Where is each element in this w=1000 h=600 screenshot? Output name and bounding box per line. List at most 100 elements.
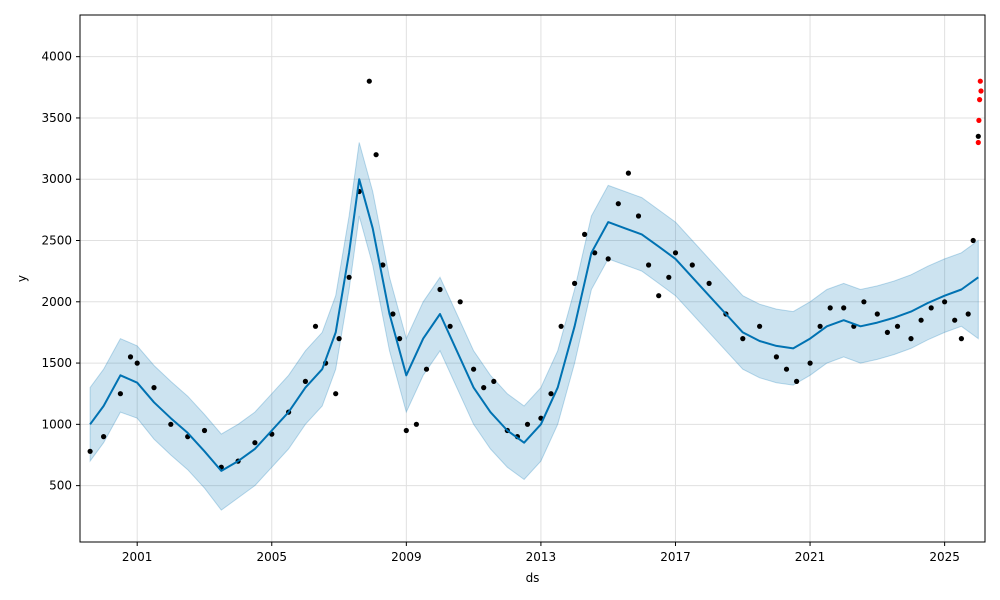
uncertainty-interval bbox=[89, 142, 979, 511]
y-axis: 500 1000 1500 2000 2500 3000 3500 4000 bbox=[41, 50, 80, 493]
x-axis: 2001 2005 2009 2013 2017 2021 2025 bbox=[122, 542, 960, 564]
outlier-point bbox=[976, 117, 982, 123]
observed-point bbox=[689, 262, 695, 268]
observed-point bbox=[403, 427, 409, 434]
observed-point bbox=[740, 336, 746, 342]
observed-point bbox=[794, 378, 800, 384]
observed-point bbox=[592, 250, 598, 256]
plot-frame bbox=[79, 14, 986, 543]
observed-point bbox=[548, 391, 554, 397]
observed-point bbox=[706, 280, 712, 286]
x-axis-label: ds bbox=[526, 571, 540, 585]
observed-point bbox=[656, 293, 662, 299]
observed-point bbox=[101, 434, 107, 440]
observed-point bbox=[861, 299, 867, 305]
observed-point bbox=[201, 427, 208, 434]
observed-point bbox=[874, 311, 880, 317]
observed-point bbox=[615, 201, 621, 207]
grid bbox=[80, 15, 985, 542]
observed-point bbox=[373, 152, 379, 158]
observed-point bbox=[841, 305, 847, 311]
observed-point bbox=[807, 360, 813, 366]
observed-point bbox=[646, 262, 652, 268]
observed-point bbox=[582, 231, 588, 237]
observed-point bbox=[397, 336, 403, 342]
observed-point bbox=[117, 391, 123, 397]
y-tick-label: 2000 bbox=[41, 295, 72, 309]
x-tick-label: 2017 bbox=[660, 550, 691, 564]
outlier-point bbox=[977, 78, 983, 84]
observed-point bbox=[672, 250, 679, 256]
observed-point bbox=[151, 385, 157, 391]
observed-point bbox=[346, 274, 352, 280]
outlier-points bbox=[975, 78, 984, 146]
observed-point bbox=[380, 262, 386, 268]
observed-point bbox=[447, 323, 453, 329]
observed-point bbox=[975, 133, 981, 139]
x-tick-label: 2009 bbox=[391, 550, 422, 564]
y-tick-label: 2500 bbox=[41, 234, 72, 248]
observed-point bbox=[958, 336, 965, 342]
y-tick-label: 3500 bbox=[41, 111, 72, 125]
observed-point bbox=[783, 366, 790, 372]
uncertainty-band bbox=[89, 142, 979, 511]
x-tick-label: 2021 bbox=[795, 550, 826, 564]
x-tick-label: 2025 bbox=[929, 550, 960, 564]
forecast-yhat-line bbox=[89, 178, 979, 472]
observed-points bbox=[87, 78, 981, 470]
observed-point bbox=[605, 256, 611, 262]
observed-point bbox=[87, 448, 93, 454]
x-tick-label: 2013 bbox=[526, 550, 557, 564]
observed-point bbox=[817, 323, 823, 329]
observed-point bbox=[625, 170, 632, 176]
outlier-point bbox=[975, 139, 981, 146]
observed-point bbox=[666, 274, 672, 280]
x-tick-label: 2001 bbox=[122, 550, 153, 564]
observed-point bbox=[437, 286, 443, 293]
observed-point bbox=[558, 323, 564, 329]
observed-point bbox=[942, 299, 948, 305]
observed-point bbox=[312, 323, 319, 329]
observed-point bbox=[366, 78, 372, 84]
observed-point bbox=[965, 311, 971, 317]
x-tick-label: 2005 bbox=[256, 550, 287, 564]
observed-point bbox=[757, 323, 763, 329]
y-tick-label: 3000 bbox=[41, 172, 72, 186]
y-tick-label: 4000 bbox=[41, 50, 72, 64]
observed-point bbox=[471, 366, 477, 372]
y-axis-label: y bbox=[15, 275, 29, 282]
y-tick-label: 1500 bbox=[41, 356, 72, 370]
observed-point bbox=[134, 360, 140, 366]
observed-point bbox=[894, 323, 901, 329]
observed-point bbox=[423, 366, 430, 372]
observed-point bbox=[333, 391, 339, 397]
observed-point bbox=[168, 421, 174, 427]
observed-point bbox=[884, 329, 891, 335]
observed-point bbox=[127, 354, 134, 360]
observed-point bbox=[572, 280, 578, 286]
observed-point bbox=[390, 311, 396, 317]
observed-point bbox=[928, 305, 934, 311]
observed-point bbox=[491, 378, 497, 384]
observed-point bbox=[481, 385, 487, 391]
observed-point bbox=[635, 213, 642, 219]
forecast-line bbox=[89, 178, 979, 472]
observed-point bbox=[302, 378, 308, 384]
observed-point bbox=[524, 421, 531, 427]
observed-point bbox=[336, 336, 342, 342]
outlier-point bbox=[978, 88, 984, 94]
observed-point bbox=[413, 421, 419, 427]
observed-point bbox=[252, 440, 258, 446]
observed-point bbox=[908, 336, 914, 342]
observed-point bbox=[773, 354, 780, 360]
observed-point bbox=[827, 305, 833, 311]
outlier-point bbox=[977, 97, 983, 103]
y-tick-label: 500 bbox=[49, 479, 72, 493]
observed-point bbox=[952, 317, 958, 323]
observed-point bbox=[970, 237, 976, 244]
observed-point bbox=[918, 317, 924, 323]
observed-point bbox=[457, 299, 463, 305]
y-tick-label: 1000 bbox=[41, 417, 72, 431]
